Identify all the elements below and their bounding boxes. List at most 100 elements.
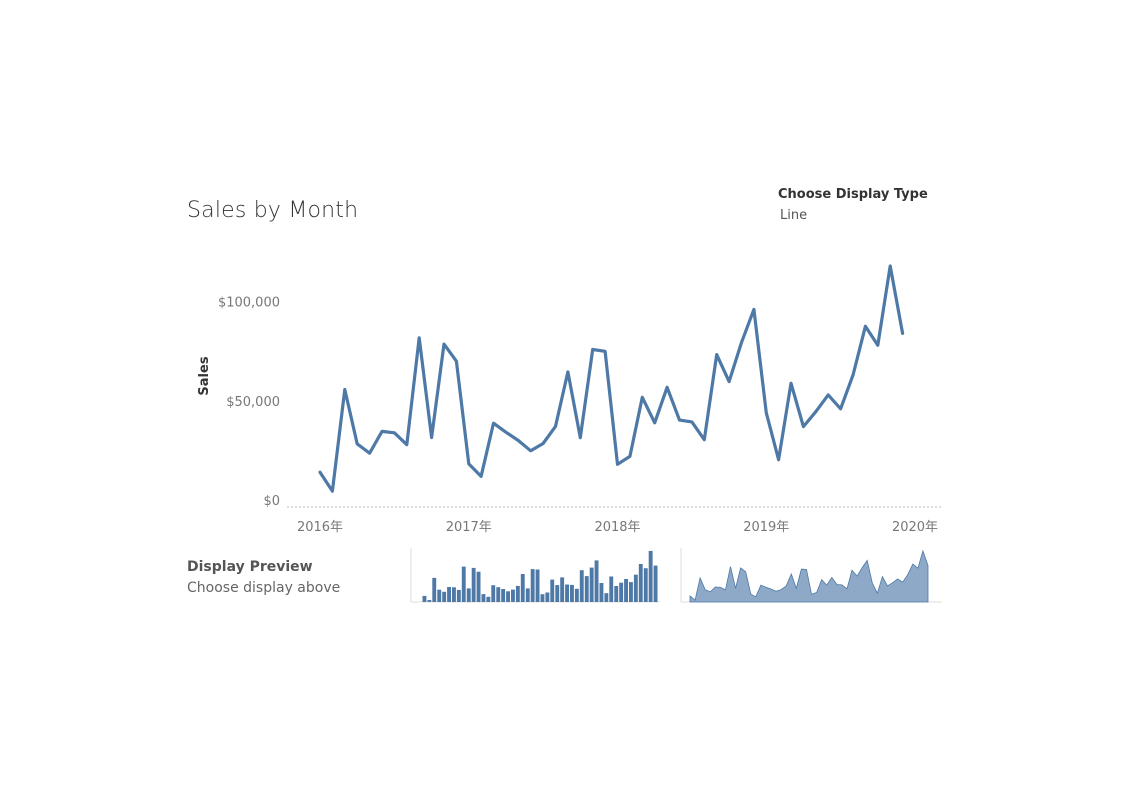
y-axis: $0 $50,000 $100,000 (218, 296, 280, 509)
data-point[interactable] (403, 441, 411, 449)
bar-thumb-bar (466, 588, 471, 603)
data-point[interactable] (477, 472, 485, 480)
data-point[interactable] (378, 427, 386, 435)
data-point[interactable] (713, 351, 721, 359)
data-point[interactable] (824, 391, 832, 399)
data-point[interactable] (440, 340, 448, 348)
bar-thumb-bar (555, 585, 560, 602)
x-tick-label: 2017年 (446, 520, 492, 535)
display-type-label: Choose Display Type (778, 187, 928, 202)
display-type-value[interactable]: Line (780, 208, 808, 223)
data-point[interactable] (899, 329, 907, 337)
bar-thumb-bar (614, 586, 619, 602)
data-point[interactable] (589, 346, 597, 354)
data-point[interactable] (341, 386, 349, 394)
data-point[interactable] (626, 452, 634, 460)
data-point[interactable] (725, 378, 733, 386)
bar-thumb-bar (648, 550, 653, 602)
bar-thumb-bar (653, 565, 658, 602)
bar-thumb-bar (589, 567, 594, 602)
data-point[interactable] (700, 436, 708, 444)
data-point[interactable] (861, 322, 869, 330)
data-point[interactable] (316, 468, 324, 476)
data-point[interactable] (849, 371, 857, 379)
data-point[interactable] (663, 383, 671, 391)
bar-thumb-bar (560, 577, 565, 602)
chart-title: Sales by Month (187, 198, 359, 223)
bar-display-thumbnail[interactable] (410, 548, 662, 604)
data-point[interactable] (886, 262, 894, 270)
data-point[interactable] (799, 423, 807, 431)
data-point[interactable] (514, 437, 522, 445)
bar-thumb-bar (604, 593, 609, 602)
bar-thumb-bar (486, 596, 491, 602)
bar-thumb-bar (447, 587, 451, 602)
data-point[interactable] (539, 440, 547, 448)
y-tick-label: $100,000 (218, 296, 280, 311)
bar-thumb-bar (643, 568, 648, 602)
data-point[interactable] (564, 368, 572, 376)
display-type-control[interactable]: Choose Display Type Line (778, 187, 928, 223)
data-point[interactable] (366, 449, 374, 457)
data-point[interactable] (353, 440, 361, 448)
data-point[interactable] (738, 339, 746, 347)
data-point[interactable] (762, 409, 770, 417)
bar-thumb-bar (452, 587, 456, 602)
data-point[interactable] (787, 379, 795, 387)
bar-thumb-bar (427, 600, 432, 602)
bar-thumb-bar (501, 589, 506, 602)
data-point[interactable] (638, 393, 646, 401)
area-thumb-shape (689, 549, 929, 603)
data-point[interactable] (775, 456, 783, 464)
series-line (318, 264, 905, 493)
data-point[interactable] (328, 487, 336, 495)
data-point[interactable] (676, 416, 684, 424)
data-point[interactable] (390, 429, 398, 437)
bar-thumb-bar (609, 576, 614, 602)
bar-thumb-bar (584, 576, 589, 602)
bar-thumb-bar (594, 560, 599, 602)
data-point[interactable] (527, 447, 535, 455)
preview-subtitle: Choose display above (187, 580, 341, 596)
bar-thumb-bar (442, 591, 447, 602)
bar-thumb-bar (461, 566, 466, 602)
bar-thumb-bar (579, 570, 584, 602)
bar-thumb-bar (638, 564, 643, 602)
y-tick-label: $0 (263, 494, 280, 509)
data-point[interactable] (812, 408, 820, 416)
data-point[interactable] (651, 419, 659, 427)
bar-thumb-bar (574, 588, 579, 602)
bar-thumb-bar (545, 592, 550, 602)
bar-thumb-bars (422, 550, 658, 603)
bar-thumb-bar (496, 587, 501, 602)
bar-thumb-bar (525, 588, 530, 602)
bar-thumb-bar (520, 574, 525, 602)
bar-thumb-bar (437, 589, 442, 602)
data-point[interactable] (415, 334, 423, 342)
bar-thumb-bar (456, 589, 461, 602)
bar-thumb-bar (629, 582, 633, 602)
data-point[interactable] (614, 460, 622, 468)
bar-thumb-bar (619, 582, 624, 602)
data-point[interactable] (552, 422, 560, 430)
series-points (316, 262, 907, 495)
data-point[interactable] (837, 405, 845, 413)
data-point[interactable] (576, 434, 584, 442)
bar-thumb-bar (481, 594, 486, 602)
bar-thumb-bar (471, 567, 476, 602)
data-point[interactable] (688, 418, 696, 426)
data-point[interactable] (874, 341, 882, 349)
data-point[interactable] (502, 428, 510, 436)
area-display-thumbnail[interactable] (680, 548, 944, 604)
bar-thumb-bar (633, 574, 638, 602)
data-point[interactable] (490, 419, 498, 427)
x-tick-label: 2019年 (743, 520, 789, 535)
data-point[interactable] (465, 460, 473, 468)
data-point[interactable] (428, 434, 436, 442)
data-point[interactable] (452, 357, 460, 365)
y-tick-label: $50,000 (226, 395, 280, 410)
x-tick-label: 2018年 (594, 520, 640, 535)
data-point[interactable] (750, 305, 758, 313)
bar-thumb-bar (506, 591, 510, 602)
data-point[interactable] (601, 347, 609, 355)
